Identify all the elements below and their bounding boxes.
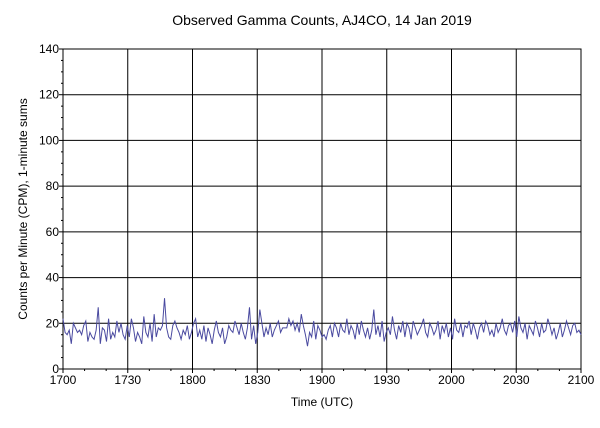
x-tick-label: 2030: [503, 373, 530, 387]
x-tick-labels: 1700 1730 1800 1830 1900 1930 2000 2030 2100: [50, 373, 595, 387]
gamma-count-series-line: [62, 298, 582, 347]
y-tick-label: 120: [39, 88, 59, 102]
y-tick-label: 40: [46, 271, 60, 285]
x-tick-label: 1900: [309, 373, 336, 387]
x-tick-label: 2100: [568, 373, 595, 387]
axis-ticks: [59, 48, 582, 373]
x-tick-label: 1700: [50, 373, 77, 387]
chart-title: Observed Gamma Counts, AJ4CO, 14 Jan 201…: [172, 12, 472, 28]
y-axis-title: Counts per Minute (CPM), 1-minute sums: [16, 98, 30, 319]
x-tick-label: 1800: [179, 373, 206, 387]
x-tick-label: 1930: [373, 373, 400, 387]
y-tick-label: 20: [46, 316, 60, 330]
y-tick-label: 100: [39, 133, 59, 147]
y-tick-label: 0: [52, 362, 59, 376]
x-tick-label: 2000: [438, 373, 465, 387]
x-tick-label: 1730: [114, 373, 141, 387]
y-tick-labels: 0 20 40 60 80 100 120 140: [39, 42, 59, 376]
y-tick-label: 60: [46, 225, 60, 239]
y-tick-label: 140: [39, 42, 59, 56]
x-axis-title: Time (UTC): [291, 395, 353, 409]
grid-lines: [62, 48, 582, 370]
x-tick-label: 1830: [244, 373, 271, 387]
y-tick-label: 80: [46, 179, 60, 193]
